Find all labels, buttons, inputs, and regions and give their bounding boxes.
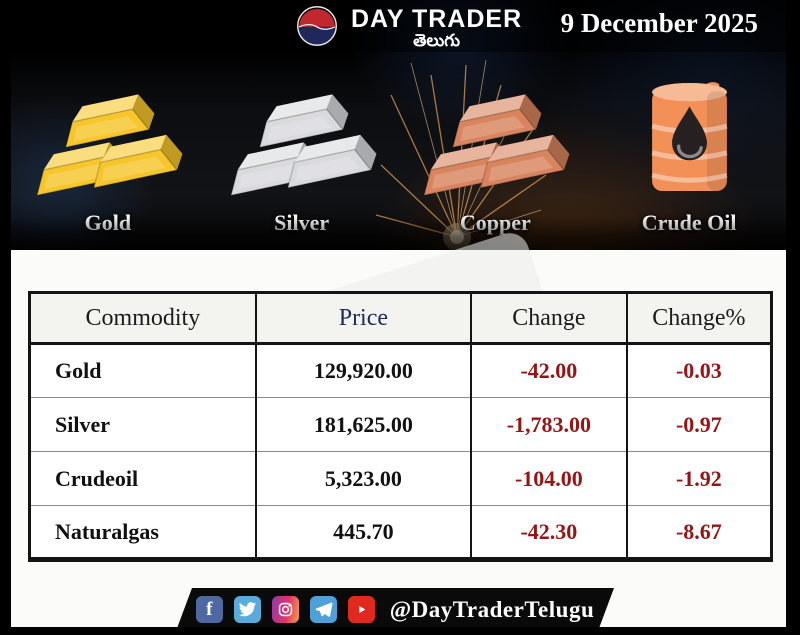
table-row: Silver 181,625.00 -1,783.00 -0.97 <box>29 397 772 452</box>
cell-price: 129,920.00 <box>254 343 471 398</box>
cell-commodity: Silver <box>29 397 256 452</box>
copper-bars-icon <box>409 88 581 206</box>
gold-bars-icon <box>22 88 194 206</box>
telegram-icon[interactable] <box>310 596 337 623</box>
cell-change: -42.00 <box>469 343 627 398</box>
commodity-item-silver: Silver <box>209 66 394 236</box>
brand-subtitle: తెలుగు <box>413 31 461 51</box>
commodity-icon-row: Gold Silver Copper <box>11 66 786 236</box>
table-row: Naturalgas 445.70 -42.30 -8.67 <box>29 505 772 560</box>
bottom-border-strip <box>0 627 800 635</box>
cell-commodity: Gold <box>55 358 102 383</box>
commodity-price-table: Commodity Price Change Change% Gold 129,… <box>28 291 773 562</box>
twitter-icon[interactable] <box>234 596 261 623</box>
cell-change-pct: -1.92 <box>625 451 772 506</box>
cell-change-pct: -0.97 <box>625 397 772 452</box>
header-commodity: Commodity <box>29 292 256 345</box>
commodity-label-gold: Gold <box>84 210 132 235</box>
cell-change: -104.00 <box>469 451 627 506</box>
commodity-item-crude-oil: Crude Oil <box>597 66 782 236</box>
cell-change: -1,783.00 <box>469 397 627 452</box>
cell-commodity: Crudeoil <box>29 451 256 506</box>
commodity-label-copper: Copper <box>459 210 531 235</box>
social-handle-text: @DayTraderTelugu <box>389 596 595 622</box>
brand-name: DAY TRADER <box>351 5 523 33</box>
cell-price: 445.70 <box>254 505 471 560</box>
date-text: 9 December 2025 <box>560 8 758 38</box>
cell-price: 181,625.00 <box>254 397 471 452</box>
content-panel: Commodity Price Change Change% Gold 129,… <box>11 228 786 627</box>
table-row: Crudeoil 5,323.00 -104.00 -1.92 <box>29 451 772 506</box>
cell-change-pct: -0.03 <box>625 343 772 398</box>
header-change-pct: Change% <box>625 292 772 345</box>
header-price: Price <box>254 292 471 345</box>
header-change: Change <box>469 292 627 345</box>
day-trader-logo-icon <box>296 5 338 47</box>
youtube-icon[interactable] <box>348 596 375 623</box>
instagram-icon[interactable] <box>272 596 299 623</box>
silver-bars-icon <box>216 88 388 206</box>
footer-ribbon: f @DayTraderTelugu <box>176 588 614 631</box>
facebook-icon[interactable]: f <box>196 596 223 623</box>
cell-price: 5,323.00 <box>254 451 471 506</box>
commodity-item-gold: Gold <box>15 66 200 236</box>
cell-change-pct: -8.67 <box>625 505 772 560</box>
commodity-label-crude-oil: Crude Oil <box>641 210 737 235</box>
oil-barrel-icon <box>651 82 728 192</box>
table-header-row: Commodity Price Change Change% <box>29 292 772 345</box>
commodity-item-copper: Copper <box>403 66 588 236</box>
banner-header-bar <box>11 0 786 52</box>
facebook-glyph: f <box>206 599 213 620</box>
cell-change: -42.30 <box>469 505 627 560</box>
cell-commodity: Naturalgas <box>29 505 256 560</box>
table-row: Gold 129,920.00 -42.00 -0.03 <box>30 343 772 398</box>
banner: DAY TRADER తెలుగు 9 December 2025 Gold <box>11 0 786 250</box>
commodity-label-silver: Silver <box>274 210 330 235</box>
brand-text: DAY TRADER తెలుగు <box>351 6 522 50</box>
